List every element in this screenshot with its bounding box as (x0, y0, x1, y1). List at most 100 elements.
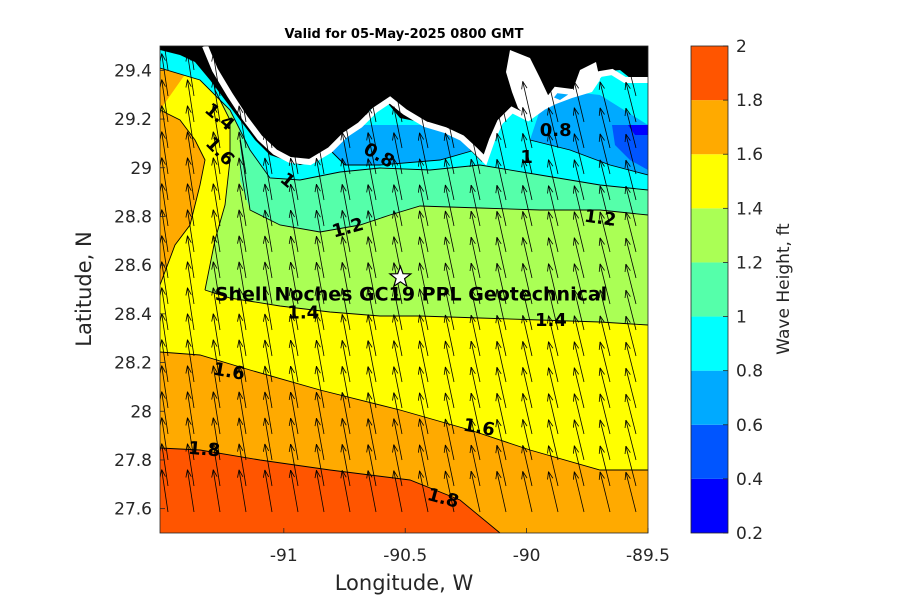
wave-arrow (238, 287, 247, 331)
wave-arrow (290, 236, 299, 279)
wave-arrow (599, 81, 611, 123)
wave-arrow-head (314, 262, 317, 271)
wave-arrow (470, 80, 481, 123)
contour-1.6-west (160, 109, 206, 286)
wave-arrow-head (599, 237, 605, 245)
wave-arrow (573, 367, 585, 409)
wave-arrow-head (443, 184, 446, 193)
wave-arrow-head (599, 393, 605, 401)
wave-arrow (496, 263, 507, 305)
wave-arrow (625, 81, 637, 123)
wave-arrow-head (367, 470, 373, 478)
wave-arrow-head (444, 392, 450, 400)
wave-arrow-head (419, 132, 425, 140)
wave-arrow-head (624, 160, 627, 169)
wave-arrow (290, 288, 299, 331)
wave-arrow-head (444, 80, 450, 88)
wave-arrow-head (290, 443, 295, 452)
wave-arrow (444, 444, 455, 487)
wave-arrow-head (212, 209, 218, 217)
wave-arrow (315, 106, 325, 149)
wave-arrow-head (290, 313, 295, 322)
wave-arrow-head (443, 392, 446, 401)
wave-arrow (238, 339, 247, 383)
wave-arrow-head (366, 132, 369, 141)
wave-arrow (212, 183, 221, 227)
wave-arrow (161, 339, 169, 383)
wave-arrow-head (211, 261, 214, 270)
wave-arrow-head (237, 261, 240, 270)
wave-arrow (444, 288, 455, 331)
site-marker: Shell Noches GC19 PPL Geotechnical (215, 264, 607, 305)
wave-arrow-head (469, 81, 472, 90)
wave-arrow-head (341, 470, 347, 478)
colorbar-tick-label: 1.2 (736, 253, 763, 273)
wave-arrow (212, 417, 221, 461)
contour-label: 1.2 (583, 206, 618, 231)
wave-arrow-head (392, 314, 395, 323)
wave-arrow-head (238, 391, 244, 400)
wave-arrow-head (290, 235, 295, 244)
wave-arrow-head (185, 183, 188, 192)
wave-arrow-head (548, 211, 554, 219)
colorbar-band (691, 262, 728, 317)
y-tick-label: 27.6 (114, 500, 152, 520)
wave-arrow-head (393, 210, 399, 218)
wave-arrow-head (572, 367, 575, 376)
wave-arrow-head (392, 366, 395, 375)
wave-arrow (238, 105, 247, 149)
wave-arrow-head (237, 469, 240, 478)
wave-arrow-head (161, 443, 166, 451)
wave-arrow (161, 183, 169, 227)
wave-arrow-head (444, 470, 450, 478)
contour-1.8 (160, 447, 501, 533)
wave-arrow-head (521, 445, 524, 454)
wave-arrow-head (237, 339, 240, 348)
wave-arrow-head (495, 107, 498, 116)
wave-arrow-head (598, 315, 601, 324)
wave-arrow (444, 158, 455, 201)
wave-arrow (315, 470, 325, 513)
wave-arrow-head (573, 393, 580, 401)
wave-arrow (470, 288, 481, 331)
wave-arrow (341, 470, 351, 513)
wave-arrow (573, 237, 585, 279)
wave-arrow-head (187, 105, 192, 113)
wave-arrow-head (470, 106, 476, 115)
wave-arrow-head (392, 80, 395, 89)
wave-arrow (496, 289, 507, 331)
wave-arrow-head (340, 392, 343, 401)
wave-arrow (522, 107, 533, 149)
wave-arrow-head (212, 53, 218, 61)
wave-arrow-head (547, 237, 549, 246)
wave-arrow-head (598, 237, 601, 246)
wave-arrow (522, 133, 533, 175)
wave-arrow (238, 469, 247, 513)
wave-arrow-head (419, 340, 425, 348)
wave-arrow-head (341, 80, 347, 88)
wave-arrow-head (469, 315, 472, 324)
wave-arrow (470, 444, 481, 487)
wave-arrow-head (548, 341, 554, 349)
wave-arrow-head (522, 211, 528, 219)
wave-arrow-head (393, 80, 399, 88)
colorbar: 0.2 0.4 0.6 0.8 1 1.2 1.4 1.6 1.8 2 Wave Height, … (690, 37, 794, 544)
wave-arrow (264, 339, 273, 383)
wave-arrow-head (598, 159, 601, 168)
wave-arrow (367, 132, 377, 175)
wave-arrow-head (572, 237, 575, 246)
wave-arrow (522, 315, 533, 357)
wave-arrow (444, 366, 455, 409)
wave-arrow-head (238, 443, 244, 452)
wave-arrow (367, 210, 377, 253)
wave-arrow (444, 392, 455, 435)
wave-arrow-head (288, 262, 291, 271)
wave-arrow (315, 418, 325, 461)
wave-arrow-head (496, 185, 502, 193)
wave-arrow (238, 183, 247, 227)
x-tick-label: -90 (513, 546, 541, 566)
wave-arrow-head (625, 81, 631, 89)
wave-arrow (496, 237, 507, 279)
wave-arrow-head (264, 157, 270, 166)
wave-arrow-head (367, 392, 373, 400)
